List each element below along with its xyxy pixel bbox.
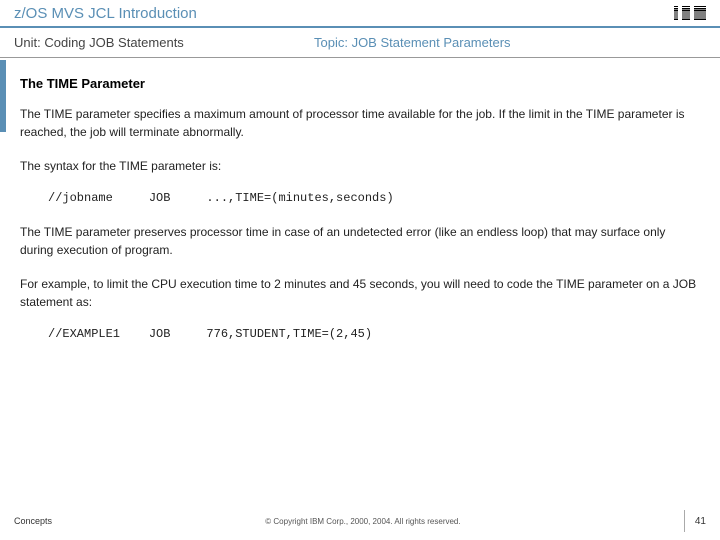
- topic-label: Topic: JOB Statement Parameters: [314, 35, 511, 50]
- footer-left: Concepts: [14, 516, 52, 526]
- section-heading: The TIME Parameter: [20, 76, 700, 91]
- unit-label: Unit: Coding JOB Statements: [14, 35, 314, 50]
- code-sample: //EXAMPLE1 JOB 776,STUDENT,TIME=(2,45): [48, 327, 700, 341]
- footer-copyright: © Copyright IBM Corp., 2000, 2004. All r…: [52, 517, 674, 526]
- logo-bar-m: [694, 6, 706, 20]
- paragraph: The syntax for the TIME parameter is:: [20, 157, 700, 175]
- paragraph: The TIME parameter preserves processor t…: [20, 223, 700, 259]
- header: z/OS MVS JCL Introduction: [0, 0, 720, 28]
- left-accent: [0, 60, 6, 132]
- logo-bar-b: [682, 6, 690, 20]
- code-sample: //jobname JOB ...,TIME=(minutes,seconds): [48, 191, 700, 205]
- paragraph: For example, to limit the CPU execution …: [20, 275, 700, 311]
- page-number: 41: [695, 516, 706, 527]
- footer: Concepts © Copyright IBM Corp., 2000, 20…: [0, 510, 720, 532]
- logo-bar-i: [674, 6, 678, 20]
- ibm-logo: [674, 6, 706, 20]
- subheader: Unit: Coding JOB Statements Topic: JOB S…: [0, 28, 720, 58]
- page-title: z/OS MVS JCL Introduction: [14, 5, 197, 22]
- paragraph: The TIME parameter specifies a maximum a…: [20, 105, 700, 141]
- footer-divider: [684, 510, 685, 532]
- content: The TIME Parameter The TIME parameter sp…: [0, 58, 720, 341]
